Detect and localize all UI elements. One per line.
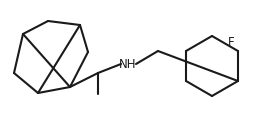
Text: NH: NH bbox=[119, 57, 137, 70]
Text: F: F bbox=[228, 36, 235, 49]
